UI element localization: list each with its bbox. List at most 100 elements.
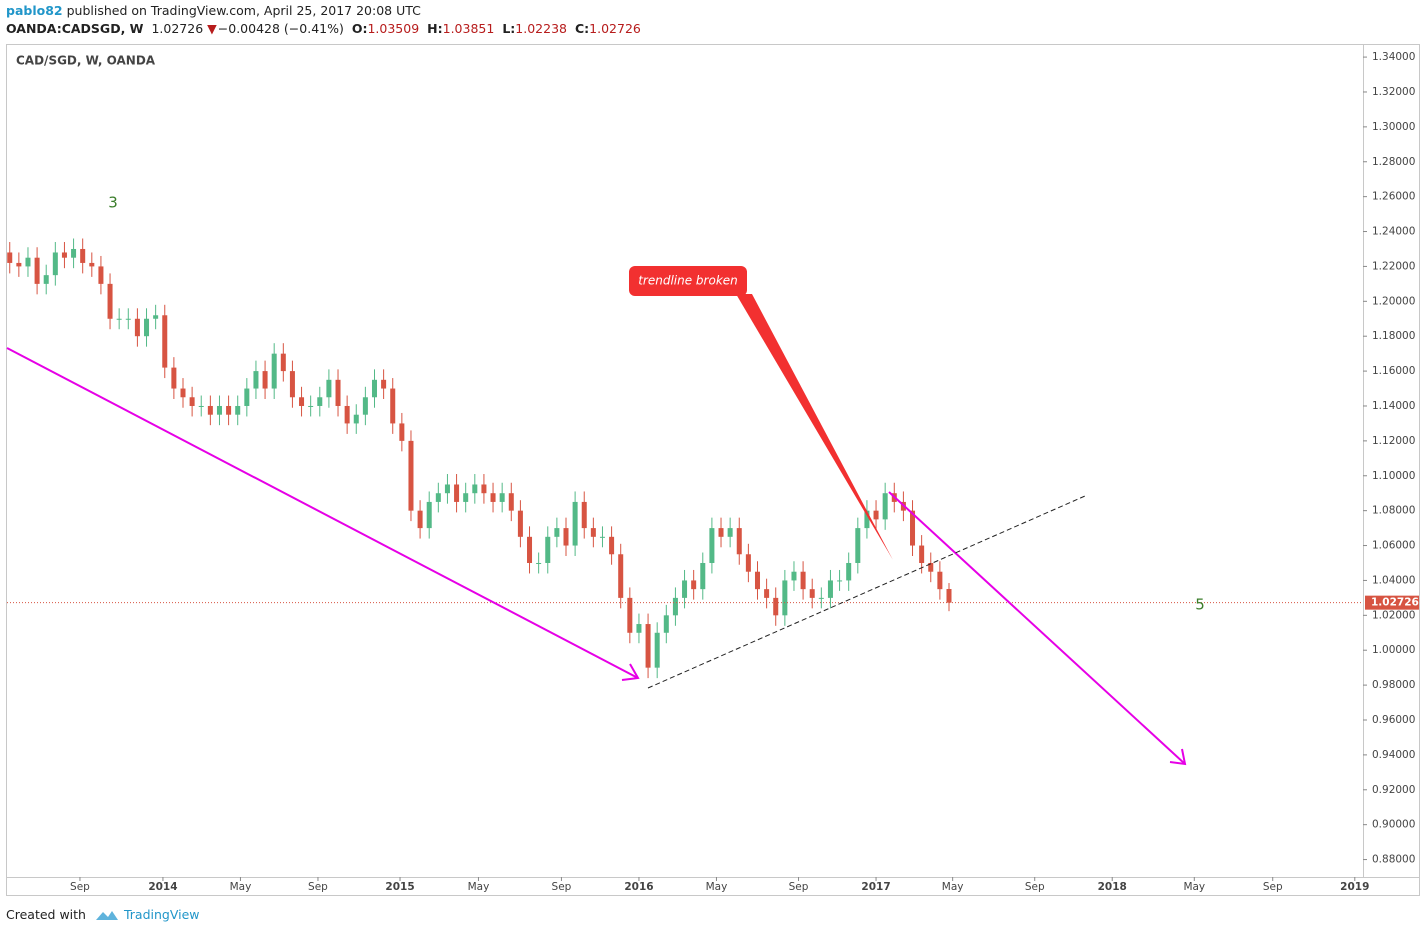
- candle-body: [736, 528, 742, 555]
- y-tick-label: 1.02000: [1372, 609, 1415, 621]
- wave-label: 5: [1195, 596, 1205, 614]
- candle-body: [827, 580, 833, 598]
- chart-frame: [6, 44, 1420, 896]
- candle-body: [207, 405, 213, 415]
- candle-body: [773, 597, 779, 616]
- y-tick-label: 1.28000: [1372, 156, 1415, 168]
- candle-body: [280, 353, 286, 372]
- candle-body: [180, 388, 186, 398]
- candle-body: [426, 501, 432, 529]
- candle-body: [25, 257, 31, 267]
- candle-body: [609, 536, 615, 555]
- y-tick-label: 1.18000: [1372, 330, 1415, 342]
- x-tick-label: May: [706, 881, 728, 893]
- candle-body: [754, 571, 761, 590]
- candle-body: [171, 367, 177, 389]
- candle-body: [162, 315, 168, 368]
- candle-body: [226, 405, 232, 415]
- candle-body: [910, 510, 916, 546]
- y-tick-label: 0.88000: [1372, 854, 1415, 866]
- candle-body: [618, 554, 624, 598]
- candle-body: [271, 353, 277, 389]
- candle-body: [235, 405, 241, 415]
- x-tick-label: 2016: [624, 881, 653, 893]
- y-tick-label: 1.34000: [1372, 51, 1415, 63]
- candle-body: [326, 379, 332, 398]
- change: −0.00428 (−0.41%): [217, 21, 344, 36]
- brand-icon: [95, 911, 118, 920]
- x-tick-label: Sep: [789, 881, 809, 893]
- y-tick-label: 1.32000: [1372, 86, 1415, 98]
- candle-body: [536, 562, 542, 564]
- candle-body: [116, 318, 122, 320]
- candle-body: [636, 624, 642, 633]
- candle-body: [353, 414, 359, 424]
- trendline: [888, 491, 1186, 765]
- author[interactable]: pablo82: [6, 3, 63, 18]
- x-tick-label: May: [1183, 881, 1205, 893]
- candle-body: [727, 528, 733, 537]
- candle-body: [709, 528, 715, 563]
- x-tick-label: Sep: [1025, 881, 1045, 893]
- candle-body: [855, 528, 861, 563]
- last: 1.02726: [151, 21, 204, 36]
- x-tick-label: May: [468, 881, 490, 893]
- ohlc-label: L:: [502, 21, 516, 36]
- y-tick-label: 1.22000: [1372, 260, 1415, 272]
- trendline: [6, 347, 639, 679]
- y-tick-label: 1.26000: [1372, 191, 1415, 203]
- symbol: OANDA:CADSGD, W: [6, 21, 144, 36]
- candle-body: [517, 510, 523, 537]
- candle-body: [125, 318, 131, 320]
- x-tick-label: 2018: [1098, 881, 1127, 893]
- candle-body: [527, 536, 533, 563]
- candle-body: [718, 528, 724, 537]
- candle-body: [599, 536, 605, 538]
- candle-body: [399, 423, 405, 441]
- created-with: Created with: [6, 906, 86, 922]
- callout-box: [629, 266, 747, 296]
- x-tick-label: May: [942, 881, 964, 893]
- ohlc-label: H:: [427, 21, 443, 36]
- candle-body: [107, 283, 113, 319]
- candle-body: [700, 562, 706, 590]
- footer: Created with TradingView: [6, 906, 200, 922]
- y-tick-label: 1.24000: [1372, 226, 1415, 238]
- candle-body: [572, 501, 578, 546]
- candle-body: [317, 397, 323, 406]
- ohlc-value: 1.02238: [515, 21, 567, 36]
- y-tick-label: 1.12000: [1372, 435, 1415, 447]
- candle-body: [244, 388, 250, 406]
- candle-body: [43, 275, 49, 284]
- candle-body: [946, 589, 952, 603]
- candle-body: [308, 405, 314, 407]
- candle-body: [417, 510, 423, 529]
- y-tick-label: 1.10000: [1372, 470, 1415, 482]
- candle-body: [654, 632, 660, 668]
- direction: ▼: [207, 21, 217, 36]
- candle-body: [61, 252, 67, 258]
- candle-body: [928, 562, 934, 572]
- candle-body: [444, 484, 450, 494]
- candle-body: [454, 484, 460, 502]
- candle-body: [800, 571, 806, 590]
- candle-body: [691, 580, 697, 590]
- candle-body: [499, 493, 505, 502]
- candle-body: [490, 493, 496, 502]
- candle-body: [362, 397, 368, 415]
- candle-body: [16, 262, 22, 267]
- published: published on TradingView.com, April 25, …: [66, 3, 421, 18]
- ohlc-value: 1.02726: [589, 21, 641, 36]
- candle-body: [782, 580, 788, 616]
- candle-body: [98, 266, 104, 284]
- candle-body: [472, 484, 478, 494]
- candle-body: [837, 580, 843, 582]
- candle-body: [545, 536, 551, 563]
- candle-body: [682, 580, 688, 598]
- candle-body: [289, 371, 295, 398]
- candle-body: [882, 493, 888, 520]
- brand[interactable]: TradingView: [123, 906, 200, 922]
- candle-body: [873, 510, 879, 520]
